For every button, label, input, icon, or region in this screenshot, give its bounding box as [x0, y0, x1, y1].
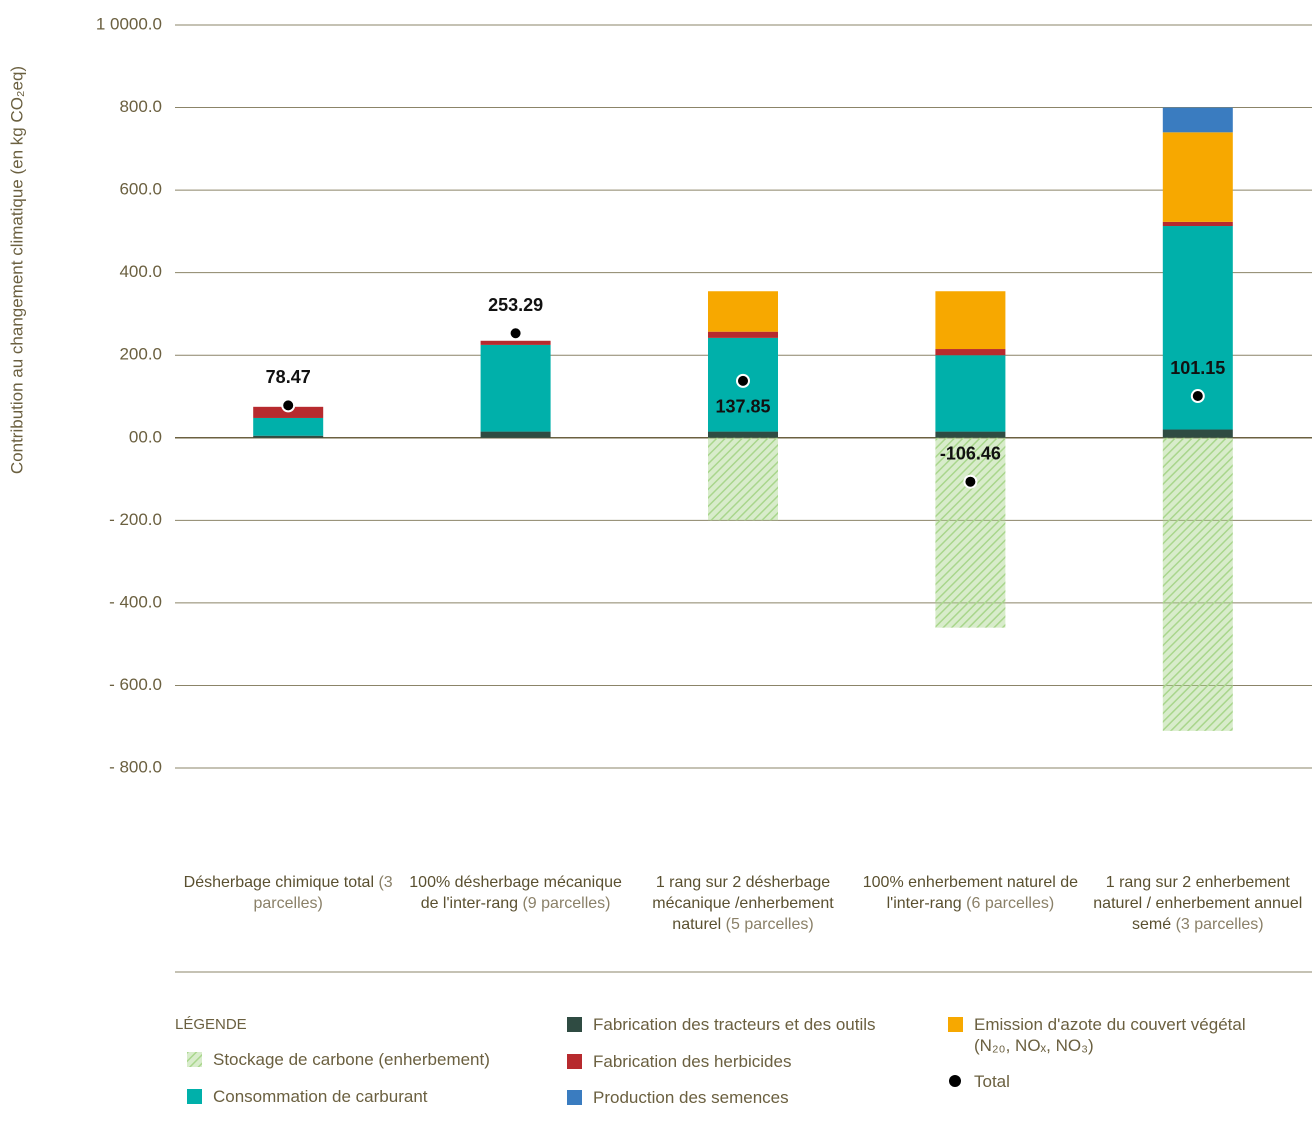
category-label: 1 rang sur 2 enherbement naturel / enher…: [1088, 872, 1308, 935]
category-label: 100% désherbage mécanique de l'inter-ran…: [406, 872, 626, 914]
bar-segment: [708, 331, 778, 338]
total-label: 78.47: [266, 367, 311, 387]
category-name: 1 rang sur 2 désherbage mécanique /enher…: [652, 874, 834, 933]
bar-segment: [1162, 437, 1233, 731]
legend-total-dot: [949, 1075, 961, 1087]
total-dot: [963, 474, 978, 489]
legend-label: Consommation de carburant: [213, 1087, 428, 1106]
bar-segment: [253, 435, 324, 438]
category-name: 100% désherbage mécanique de l'inter-ran…: [409, 874, 622, 912]
total-dot: [736, 373, 750, 388]
legend-swatch: [567, 1054, 582, 1069]
category-label: 100% enherbement naturel de l'inter-rang…: [860, 872, 1080, 914]
bar-segment: [935, 431, 1006, 438]
legend-label: Total: [974, 1072, 1010, 1091]
category-note: (3 parcelles): [1175, 916, 1264, 933]
category-note: (6 parcelles): [966, 895, 1055, 912]
bar-segment: [1162, 132, 1233, 222]
total-label: -106.46: [940, 443, 1001, 463]
category-label: 1 rang sur 2 désherbage mécanique /enher…: [633, 872, 853, 935]
legend-title: LÉGENDE: [175, 1016, 247, 1033]
bar-segment: [1162, 107, 1233, 133]
legend-label: Fabrication des tracteurs et des outils: [593, 1015, 876, 1034]
bar-segment: [935, 437, 1006, 628]
y-tick-label: - 200.0: [109, 510, 162, 529]
legend-swatch: [567, 1017, 582, 1032]
bar-segment: [1162, 429, 1233, 438]
category-name: 1 rang sur 2 enherbement naturel / enher…: [1093, 874, 1303, 933]
bar-segment: [253, 417, 324, 436]
y-tick-label: - 400.0: [109, 592, 162, 611]
legend-swatch: [187, 1052, 202, 1067]
bar-segment: [708, 291, 778, 332]
y-tick-label: 1 0000.0: [96, 14, 162, 33]
bar-segment: [708, 431, 778, 438]
category-note: (9 parcelles): [522, 895, 611, 912]
y-tick-label: 200.0: [119, 345, 162, 364]
category-note: (3 parcelles): [253, 874, 393, 912]
bar-segment: [1162, 221, 1233, 227]
category-name: 100% enherbement naturel de l'inter-rang: [862, 874, 1079, 912]
y-tick-label: 00.0: [129, 427, 162, 446]
bar-segment: [935, 349, 1006, 356]
y-tick-label: 400.0: [119, 262, 162, 281]
category-note: (5 parcelles): [725, 916, 814, 933]
total-dot: [281, 398, 296, 413]
bar-segment: [480, 340, 551, 345]
total-label: 101.15: [1170, 358, 1225, 378]
legend-label: Fabrication des herbicides: [593, 1052, 792, 1071]
legend-label: Production des semences: [593, 1088, 789, 1107]
y-tick-label: - 600.0: [109, 675, 162, 694]
legend-swatch: [948, 1017, 963, 1032]
category-label: Désherbage chimique total (3 parcelles): [178, 872, 398, 914]
bar-segment: [708, 437, 778, 521]
bar-segment: [480, 431, 551, 438]
y-tick-label: 600.0: [119, 180, 162, 199]
total-label: 253.29: [488, 295, 543, 315]
bar-segment: [935, 291, 1006, 350]
total-label: 137.85: [715, 397, 770, 417]
legend-swatch: [187, 1089, 202, 1104]
bar-segment: [935, 355, 1006, 432]
bar-segment: [253, 406, 324, 418]
bar-segment: [480, 344, 551, 432]
legend-label: Stockage de carbone (enherbement): [213, 1050, 490, 1069]
legend-swatch: [567, 1090, 582, 1105]
total-dot: [508, 326, 523, 341]
y-axis-title: Contribution au changement climatique (e…: [7, 66, 26, 474]
y-tick-label: 800.0: [119, 97, 162, 116]
legend-label: Emission d'azote du couvert végétal (N₂₀…: [974, 1015, 1246, 1055]
y-tick-label: - 800.0: [109, 757, 162, 776]
total-dot: [1190, 389, 1205, 404]
category-name: Désherbage chimique total: [183, 874, 375, 891]
